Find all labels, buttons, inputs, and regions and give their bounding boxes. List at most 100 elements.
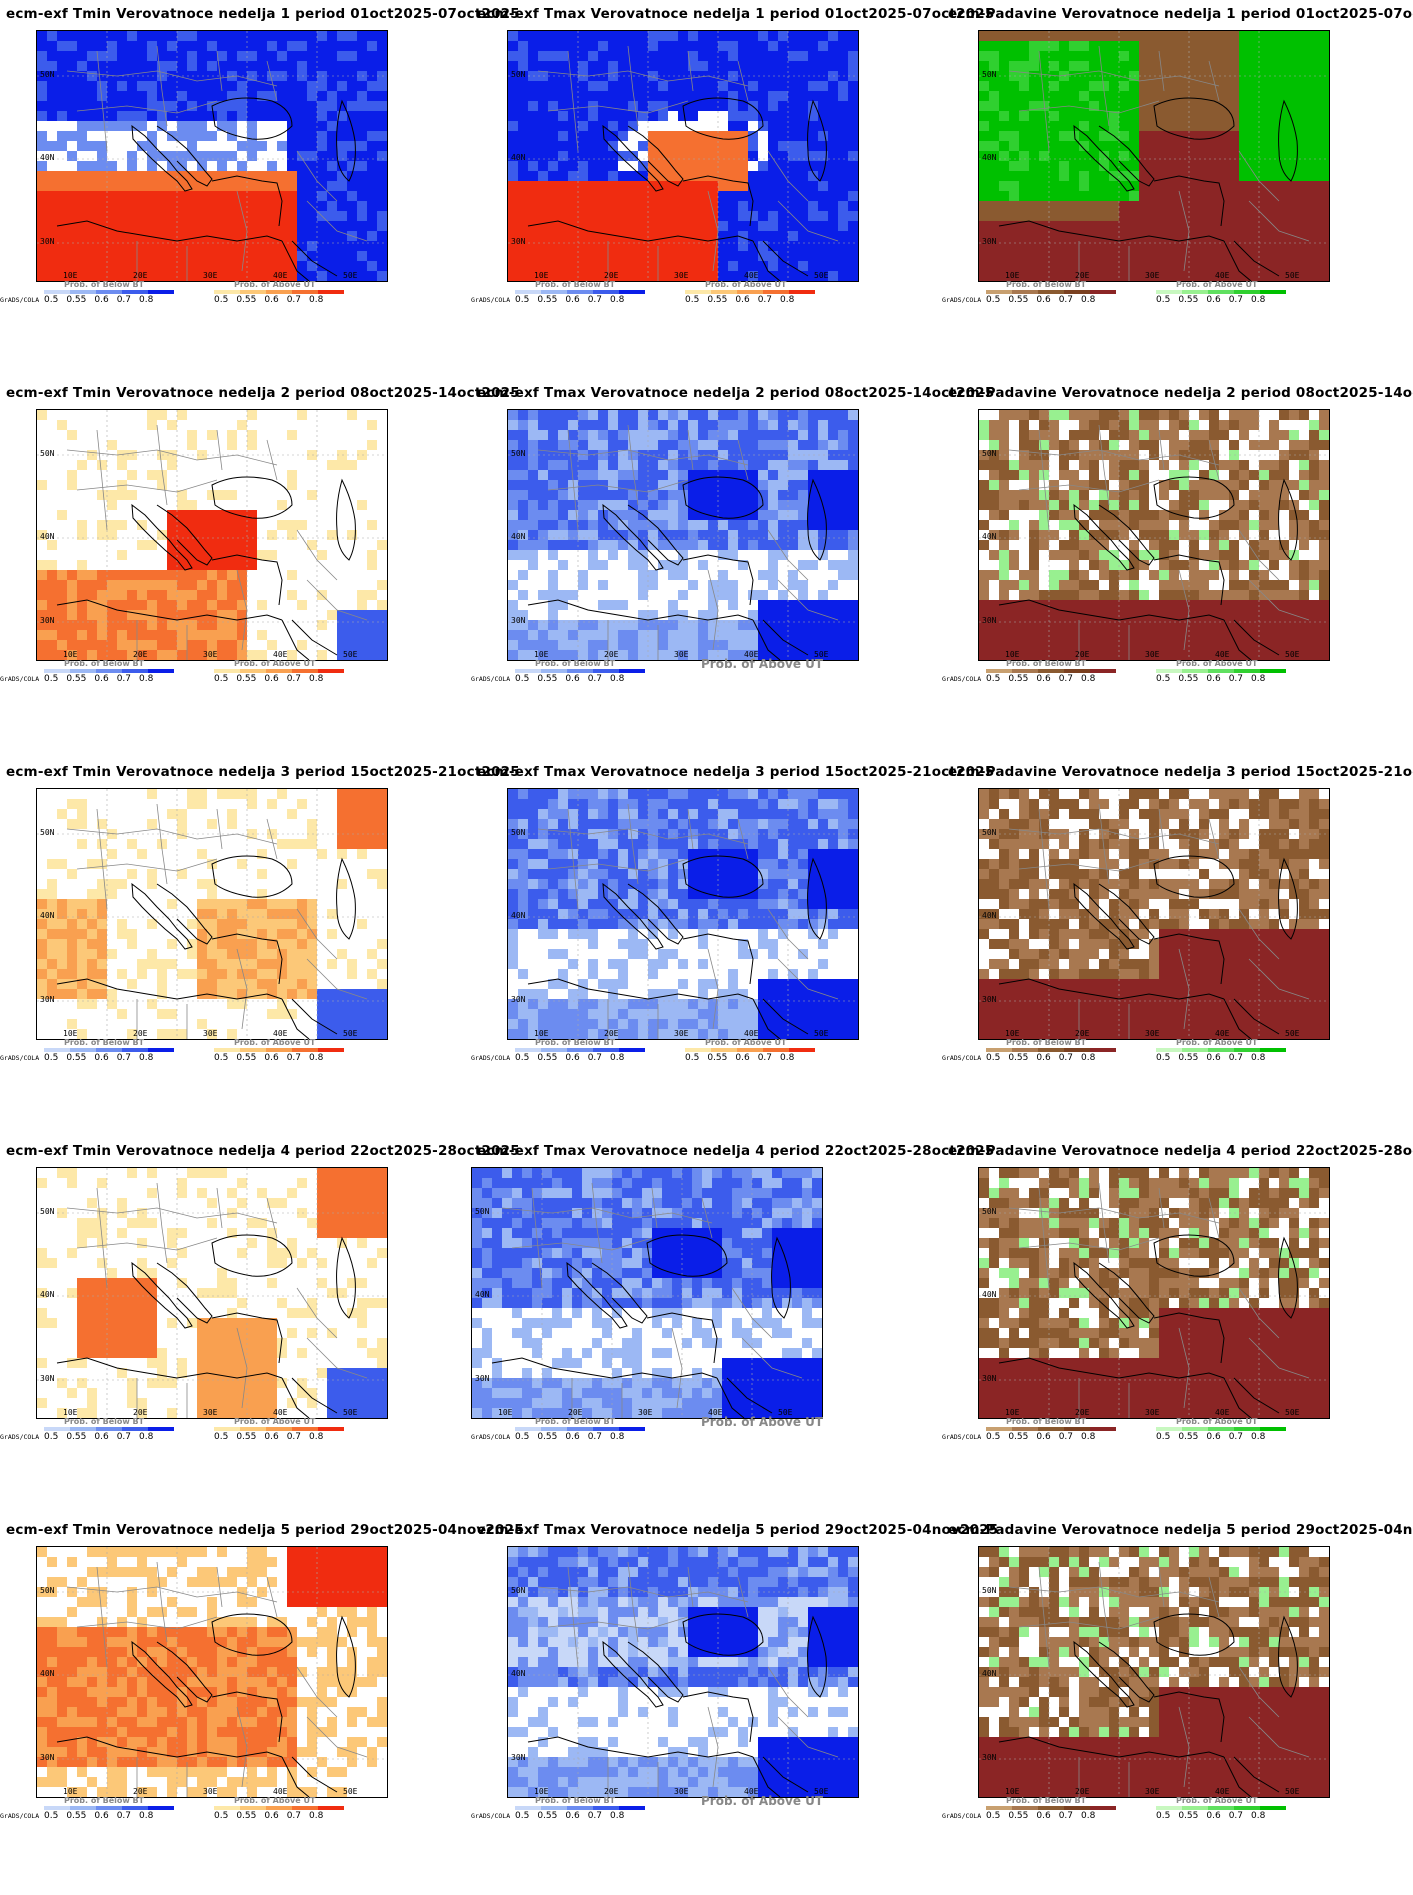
grid-cell xyxy=(47,919,57,929)
grid-cell xyxy=(808,81,818,91)
grid-cell xyxy=(568,191,578,201)
grid-cell xyxy=(147,819,157,829)
grid-cell xyxy=(788,121,798,131)
grid-cell xyxy=(377,241,387,251)
grid-cell xyxy=(638,650,648,660)
grid-cell xyxy=(999,161,1009,171)
grid-cell xyxy=(1039,540,1049,550)
grid-cell xyxy=(117,121,127,131)
grid-cell xyxy=(187,231,197,241)
grid-cell xyxy=(999,141,1009,151)
grid-cell xyxy=(828,610,838,620)
grid-cell xyxy=(1259,640,1269,650)
grid-cell xyxy=(718,520,728,530)
grid-cell xyxy=(1289,271,1299,281)
grid-cell xyxy=(1249,500,1259,510)
grid-cell xyxy=(678,141,688,151)
grid-cell xyxy=(708,490,718,500)
grid-cell xyxy=(1089,171,1099,181)
grid-cell xyxy=(718,640,728,650)
grid-cell xyxy=(1309,51,1319,61)
grid-cell xyxy=(1139,530,1149,540)
grid-cell xyxy=(1309,500,1319,510)
grid-cell xyxy=(217,201,227,211)
grid-cell xyxy=(197,929,207,939)
grid-cell xyxy=(1039,430,1049,440)
grid-cell xyxy=(117,61,127,71)
grid-cell xyxy=(377,261,387,271)
grid-cell xyxy=(1189,560,1199,570)
grid-cell xyxy=(207,51,217,61)
grid-cell xyxy=(1079,241,1089,251)
probability-field xyxy=(508,31,858,281)
grid-cell xyxy=(538,650,548,660)
grid-cell xyxy=(47,540,57,550)
legend-tick: 0.8 xyxy=(139,295,154,305)
grid-cell xyxy=(778,41,788,51)
grid-cell xyxy=(838,201,848,211)
grid-cell xyxy=(267,61,277,71)
grid-cell xyxy=(217,31,227,41)
grid-cell xyxy=(137,271,147,281)
grid-cell xyxy=(578,91,588,101)
grid-cell xyxy=(357,121,367,131)
legend-swatch xyxy=(96,290,122,294)
legend-ticks: 0.5 0.55 0.6 0.7 0.8 xyxy=(1156,295,1273,305)
grid-cell xyxy=(1179,620,1189,630)
legend-colorbar xyxy=(986,669,1116,673)
lat-label: 30N xyxy=(982,616,997,625)
grid-cell xyxy=(828,630,838,640)
grid-cell xyxy=(127,111,137,121)
grid-cell xyxy=(1009,650,1019,660)
grid-cell xyxy=(1019,61,1029,71)
grid-cell xyxy=(357,251,367,261)
grid-cell xyxy=(538,420,548,430)
grid-cell xyxy=(1019,241,1029,251)
grid-cell xyxy=(1199,251,1209,261)
grid-cell xyxy=(1059,410,1069,420)
grid-cell xyxy=(558,650,568,660)
grid-cell xyxy=(658,560,668,570)
grid-cell xyxy=(147,201,157,211)
grid-cell xyxy=(668,560,678,570)
grid-cell xyxy=(1139,620,1149,630)
grid-cell xyxy=(728,101,738,111)
grid-cell xyxy=(828,540,838,550)
grid-cell xyxy=(838,91,848,101)
grid-cell xyxy=(1079,610,1089,620)
grid-cell xyxy=(698,610,708,620)
lat-label: 40N xyxy=(40,532,55,541)
grid-cell xyxy=(337,640,347,650)
grid-cell xyxy=(157,600,167,610)
grid-cell xyxy=(157,470,167,480)
grid-cell xyxy=(778,510,788,520)
grid-cell xyxy=(598,41,608,51)
grid-cell xyxy=(1199,221,1209,231)
grid-cell xyxy=(157,51,167,61)
grid-cell xyxy=(828,470,838,480)
grid-cell xyxy=(748,410,758,420)
grid-cell xyxy=(568,111,578,121)
grid-cell xyxy=(377,221,387,231)
grid-cell xyxy=(818,31,828,41)
grid-cell xyxy=(1249,540,1259,550)
grid-cell xyxy=(117,271,127,281)
grid-cell xyxy=(578,480,588,490)
grid-cell xyxy=(798,141,808,151)
grid-cell xyxy=(1089,61,1099,71)
grid-cell xyxy=(688,530,698,540)
legend-ticks: 0.5 0.55 0.6 0.7 0.8 xyxy=(515,674,632,684)
grid-cell xyxy=(548,640,558,650)
grid-cell xyxy=(1209,61,1219,71)
grid-cell xyxy=(758,410,768,420)
grid-cell xyxy=(1109,251,1119,261)
grid-cell xyxy=(768,261,778,271)
grid-cell xyxy=(1169,51,1179,61)
lat-label: 30N xyxy=(511,616,526,625)
grid-cell xyxy=(808,241,818,251)
grid-cell xyxy=(598,221,608,231)
grid-cell xyxy=(1169,480,1179,490)
grid-cell xyxy=(367,520,377,530)
grid-cell xyxy=(1309,430,1319,440)
grid-cell xyxy=(257,889,267,899)
